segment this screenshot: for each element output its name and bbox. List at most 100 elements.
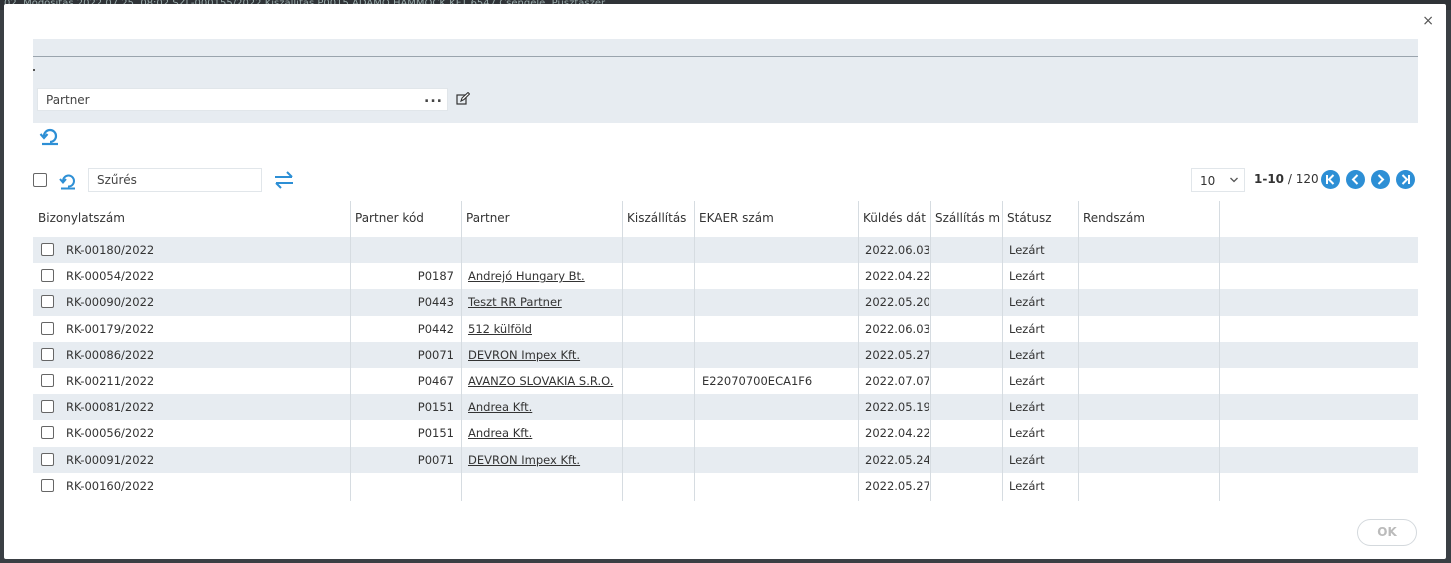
send-date-cell: 2022.04.22. [865, 269, 929, 284]
first-page-button[interactable] [1321, 170, 1340, 189]
partner-code-cell: P0151 [417, 400, 454, 415]
table-row[interactable]: RK-00090/2022 P0443 Teszt RR Partner 2022.0… [33, 289, 1418, 316]
column-header-rendszam[interactable]: Rendszám [1083, 211, 1145, 225]
column-header-ekaer[interactable]: EKAER szám [699, 211, 774, 225]
page-size-select[interactable]: 10 [1191, 168, 1245, 192]
table-row[interactable]: RK-00091/2022 P0071 DEVRON Impex Kft. 2022.… [33, 446, 1418, 473]
search-filter-field[interactable] [88, 168, 262, 192]
ekaer-number-cell [702, 420, 854, 446]
document-grid: Bizonylatszám Partner kód Partner Kiszál… [33, 201, 1418, 501]
table-row[interactable]: RK-00211/2022 P0467 AVANZO SLOVAKIA S.R.O.… [33, 368, 1418, 394]
table-row[interactable]: RK-00180/2022 2022.06.03. Lezárt [33, 237, 1418, 264]
document-number-cell: RK-00160/2022 [66, 478, 155, 493]
column-header-status[interactable]: Státusz [1007, 211, 1052, 225]
partner-name-cell[interactable]: 512 külföld [468, 321, 532, 336]
edit-icon[interactable] [456, 92, 470, 106]
partner-name-cell[interactable]: Teszt RR Partner [468, 295, 562, 310]
row-checkbox[interactable] [41, 373, 54, 387]
column-header-partner-kod[interactable]: Partner kód [355, 211, 424, 225]
partner-code-cell: P0187 [417, 269, 454, 284]
document-number-cell: RK-00211/2022 [66, 373, 155, 388]
table-row[interactable]: RK-00160/2022 2022.05.27. Lezárt [33, 473, 1418, 499]
partner-name-cell[interactable] [468, 237, 618, 263]
last-page-button[interactable] [1396, 170, 1415, 189]
send-date-cell: 2022.06.03. [865, 243, 929, 257]
next-page-button[interactable] [1371, 170, 1390, 189]
partner-code-cell: P0151 [417, 426, 454, 441]
row-checkbox[interactable] [41, 478, 54, 492]
column-header-kuldes[interactable]: Küldés dát [863, 211, 926, 225]
filter-marker [33, 69, 35, 71]
partner-name-cell[interactable]: DEVRON Impex Kft. [468, 347, 581, 362]
ekaer-number-cell [702, 237, 854, 263]
first-page-icon [1326, 174, 1335, 185]
ekaer-number-cell [702, 316, 854, 342]
row-checkbox[interactable] [41, 347, 54, 361]
chevron-down-icon [1230, 177, 1238, 183]
document-number-cell: RK-00086/2022 [66, 347, 155, 362]
grid-header: Bizonylatszám Partner kód Partner Kiszál… [33, 201, 1418, 237]
column-divider [1219, 201, 1220, 501]
row-checkbox[interactable] [41, 426, 54, 440]
filter-divider [33, 56, 1418, 57]
document-number-cell: RK-00090/2022 [66, 295, 155, 310]
ekaer-number-cell: E22070700ECA1F6 [702, 373, 813, 388]
table-row[interactable]: RK-00056/2022 P0151 Andrea Kft. 2022.04.22.… [33, 420, 1418, 446]
partner-name-cell[interactable]: Andrea Kft. [468, 400, 533, 415]
close-icon[interactable]: × [1422, 13, 1434, 29]
partner-code-cell: P0071 [417, 452, 454, 467]
partner-name-cell[interactable]: Andrea Kft. [468, 426, 533, 441]
select-all-checkbox[interactable] [33, 173, 47, 187]
ekaer-number-cell [702, 394, 854, 420]
partner-name-cell[interactable]: DEVRON Impex Kft. [468, 452, 581, 467]
column-divider [930, 201, 931, 501]
table-row[interactable]: RK-00054/2022 P0187 Andrejó Hungary Bt. 202… [33, 263, 1418, 289]
column-divider [461, 201, 462, 501]
ok-button[interactable]: OK [1357, 519, 1417, 546]
ekaer-number-cell [702, 342, 854, 368]
column-divider [858, 201, 859, 501]
column-header-szallitas[interactable]: Szállítás m [935, 211, 1001, 225]
status-cell: Lezárt [1009, 452, 1045, 467]
status-cell: Lezárt [1009, 373, 1045, 388]
partner-code-cell: P0071 [417, 347, 454, 362]
row-checkbox[interactable] [41, 269, 54, 283]
column-header-bizonylatszam[interactable]: Bizonylatszám [38, 211, 125, 225]
send-date-cell: 2022.05.24. [865, 452, 929, 467]
table-row[interactable]: RK-00086/2022 P0071 DEVRON Impex Kft. 2022.… [33, 341, 1418, 368]
prev-page-button[interactable] [1346, 170, 1365, 189]
document-number-cell: RK-00179/2022 [66, 321, 155, 336]
row-checkbox[interactable] [41, 452, 54, 466]
search-input[interactable] [89, 169, 261, 191]
send-date-cell: 2022.05.27. [865, 478, 929, 493]
column-divider [694, 201, 695, 501]
partner-name-cell[interactable] [468, 473, 618, 499]
filter-panel: Partner ... [33, 39, 1418, 123]
page-range: 1-10 [1254, 172, 1285, 186]
swap-arrows-icon[interactable] [273, 170, 295, 190]
row-checkbox[interactable] [41, 243, 54, 256]
status-cell: Lezárt [1009, 426, 1045, 441]
column-divider [1002, 201, 1003, 501]
send-date-cell: 2022.06.03. [865, 321, 929, 336]
row-checkbox[interactable] [41, 295, 54, 309]
partner-name-cell[interactable]: AVANZO SLOVAKIA S.R.O. [468, 373, 614, 388]
partner-lookup-button[interactable]: ... [424, 90, 443, 106]
grid-body: RK-00180/2022 2022.06.03. Lezárt RK-00054/2… [33, 237, 1418, 499]
document-number-cell: RK-00056/2022 [66, 426, 155, 441]
status-cell: Lezárt [1009, 400, 1045, 415]
partner-code-cell [350, 473, 454, 499]
partner-code-cell [350, 237, 454, 263]
status-cell: Lezárt [1009, 321, 1045, 336]
table-row[interactable]: RK-00081/2022 P0151 Andrea Kft. 2022.05.19.… [33, 394, 1418, 421]
table-row[interactable]: RK-00179/2022 P0442 512 külföld 2022.06.03.… [33, 316, 1418, 342]
row-checkbox[interactable] [41, 321, 54, 335]
row-checkbox[interactable] [41, 400, 54, 414]
column-header-kiszallitas[interactable]: Kiszállítás [627, 211, 687, 225]
column-header-partner[interactable]: Partner [466, 211, 510, 225]
document-number-cell: RK-00091/2022 [66, 452, 155, 467]
reload-icon[interactable] [39, 125, 61, 147]
partner-name-cell[interactable]: Andrejó Hungary Bt. [468, 269, 585, 284]
refresh-grid-icon[interactable] [58, 171, 78, 191]
partner-filter-field[interactable]: Partner ... [37, 88, 448, 111]
